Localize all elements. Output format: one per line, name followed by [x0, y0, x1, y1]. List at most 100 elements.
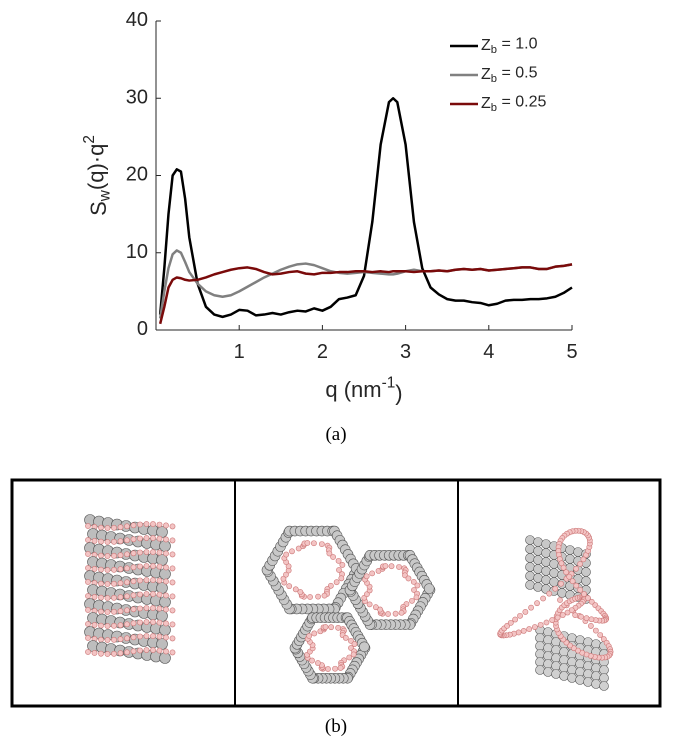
bead	[591, 663, 601, 673]
bead	[85, 593, 91, 599]
bead	[117, 594, 124, 601]
bead	[124, 523, 130, 530]
bead	[599, 665, 609, 675]
bead	[504, 622, 511, 629]
bead	[117, 524, 124, 531]
bead	[306, 633, 313, 639]
bead	[98, 538, 104, 545]
bead	[525, 571, 535, 581]
bead	[322, 624, 329, 630]
bead	[328, 624, 335, 631]
bead	[117, 636, 124, 643]
bead	[568, 607, 575, 614]
bead	[541, 539, 551, 549]
bead	[104, 595, 111, 601]
bead	[150, 647, 156, 653]
bead	[143, 577, 150, 583]
bead	[85, 635, 91, 641]
bead	[551, 637, 561, 647]
bead	[585, 595, 591, 601]
bead	[520, 627, 527, 634]
bead	[111, 538, 117, 545]
bead	[565, 554, 575, 564]
bead	[130, 578, 137, 585]
bead	[366, 601, 373, 608]
bead	[540, 595, 547, 602]
y-tick-label: 20	[126, 164, 148, 186]
bead	[150, 535, 156, 541]
bead	[591, 639, 601, 649]
bead	[163, 606, 169, 613]
bead	[85, 649, 91, 655]
bead	[549, 559, 559, 569]
bead	[137, 563, 143, 570]
bead	[332, 665, 338, 672]
bead	[351, 641, 358, 647]
bead	[398, 609, 405, 616]
bead	[338, 575, 345, 582]
bead	[111, 622, 117, 629]
bead	[156, 563, 163, 570]
bead	[559, 647, 569, 657]
bead	[117, 608, 124, 615]
bead	[163, 592, 169, 599]
bead	[169, 565, 176, 572]
bead	[117, 538, 124, 545]
bead	[156, 591, 163, 598]
bead	[169, 635, 176, 642]
bead	[525, 544, 535, 554]
bead	[150, 521, 156, 527]
bead	[85, 621, 91, 627]
bead	[98, 524, 104, 531]
bead	[588, 598, 595, 605]
bead	[85, 607, 91, 613]
bead	[104, 637, 111, 643]
bead	[130, 648, 137, 655]
bead	[91, 594, 98, 600]
bead	[543, 643, 553, 653]
bead	[143, 633, 150, 639]
bead	[533, 582, 543, 592]
bead	[311, 630, 318, 637]
bead	[411, 587, 417, 593]
bead	[528, 604, 534, 611]
bead	[414, 582, 421, 589]
bead	[392, 610, 399, 617]
bead	[117, 552, 124, 559]
bead	[575, 675, 585, 685]
bead	[163, 648, 169, 655]
bead	[124, 593, 130, 600]
bead	[507, 619, 514, 626]
panel-label: (b)	[325, 716, 347, 737]
bead	[566, 573, 573, 580]
x-tick-label: 5	[566, 341, 577, 363]
bead	[423, 583, 435, 594]
bead	[111, 580, 117, 587]
bead	[137, 633, 143, 640]
bead	[169, 551, 176, 558]
bead	[573, 565, 579, 572]
bead	[137, 535, 143, 542]
bead	[567, 665, 577, 675]
bead	[559, 671, 569, 681]
bead	[130, 522, 137, 529]
bead	[537, 621, 544, 628]
bead	[335, 624, 342, 631]
bead	[573, 582, 580, 589]
bead	[531, 624, 538, 630]
bead	[522, 608, 529, 615]
bead	[156, 521, 163, 528]
y-axis-label: Sw​(q)·q2​	[81, 135, 113, 216]
bead	[304, 540, 311, 546]
bead	[541, 566, 551, 576]
bead	[85, 579, 91, 585]
bead	[143, 619, 150, 625]
bead	[169, 579, 176, 586]
bead	[130, 606, 137, 613]
bead	[325, 666, 331, 672]
bead	[156, 633, 163, 640]
bead	[111, 566, 117, 573]
bead	[286, 583, 293, 590]
bead	[559, 663, 569, 673]
